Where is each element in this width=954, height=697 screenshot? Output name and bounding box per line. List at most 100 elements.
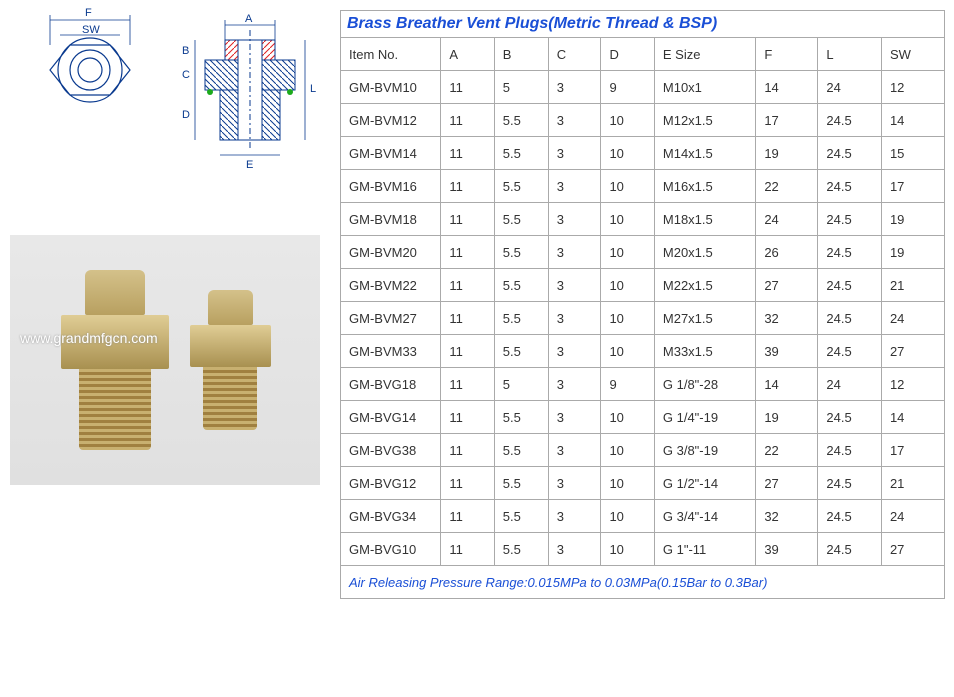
table-cell: M27x1.5 xyxy=(654,302,755,335)
table-cell: 15 xyxy=(881,137,944,170)
table-cell: 24 xyxy=(818,71,882,104)
table-cell: 10 xyxy=(601,533,654,566)
table-cell: 11 xyxy=(441,335,494,368)
table-cell: 11 xyxy=(441,236,494,269)
table-cell: 21 xyxy=(881,467,944,500)
technical-drawing: F SW xyxy=(0,0,330,220)
table-cell: GM-BVM18 xyxy=(341,203,441,236)
table-cell: 11 xyxy=(441,71,494,104)
table-cell: 10 xyxy=(601,335,654,368)
table-cell: 5.5 xyxy=(494,434,548,467)
table-cell: 24.5 xyxy=(818,302,882,335)
table-row: GM-BVM16115.5310M16x1.52224.517 xyxy=(341,170,945,203)
table-cell: GM-BVM27 xyxy=(341,302,441,335)
table-cell: GM-BVM12 xyxy=(341,104,441,137)
table-cell: GM-BVG34 xyxy=(341,500,441,533)
dim-label-D: D xyxy=(182,109,190,121)
right-column: Brass Breather Vent Plugs(Metric Thread … xyxy=(340,10,945,599)
table-row: GM-BVM33115.5310M33x1.53924.527 xyxy=(341,335,945,368)
table-cell: GM-BVG14 xyxy=(341,401,441,434)
table-cell: 5.5 xyxy=(494,467,548,500)
dim-label-E: E xyxy=(246,159,253,171)
table-cell: 19 xyxy=(881,203,944,236)
table-cell: 39 xyxy=(756,335,818,368)
table-row: GM-BVM27115.5310M27x1.53224.524 xyxy=(341,302,945,335)
table-cell: GM-BVM33 xyxy=(341,335,441,368)
table-cell: G 3/8"-19 xyxy=(654,434,755,467)
table-cell: 11 xyxy=(441,500,494,533)
table-row: GM-BVG10115.5310G 1"-113924.527 xyxy=(341,533,945,566)
table-header-cell: E Size xyxy=(654,38,755,71)
table-cell: 24.5 xyxy=(818,104,882,137)
table-cell: 22 xyxy=(756,434,818,467)
table-cell: M10x1 xyxy=(654,71,755,104)
table-cell: 24.5 xyxy=(818,467,882,500)
table-cell: 24.5 xyxy=(818,500,882,533)
table-row: GM-BVG34115.5310G 3/4"-143224.524 xyxy=(341,500,945,533)
table-row: GM-BVM18115.5310M18x1.52424.519 xyxy=(341,203,945,236)
table-cell: 11 xyxy=(441,170,494,203)
table-header-cell: Item No. xyxy=(341,38,441,71)
table-cell: 3 xyxy=(548,368,601,401)
table-title: Brass Breather Vent Plugs(Metric Thread … xyxy=(340,10,945,37)
table-cell: 11 xyxy=(441,434,494,467)
table-cell: 14 xyxy=(756,368,818,401)
table-cell: 3 xyxy=(548,71,601,104)
table-cell: 10 xyxy=(601,500,654,533)
table-cell: 3 xyxy=(548,434,601,467)
table-cell: 10 xyxy=(601,302,654,335)
dim-label-F: F xyxy=(85,7,92,19)
table-cell: 3 xyxy=(548,335,601,368)
table-cell: M20x1.5 xyxy=(654,236,755,269)
plug-illustration-large xyxy=(55,270,175,450)
table-cell: 14 xyxy=(881,104,944,137)
table-row: GM-BVM22115.5310M22x1.52724.521 xyxy=(341,269,945,302)
table-cell: GM-BVM10 xyxy=(341,71,441,104)
table-cell: 22 xyxy=(756,170,818,203)
table-cell: GM-BVM14 xyxy=(341,137,441,170)
table-cell: G 1"-11 xyxy=(654,533,755,566)
table-cell: 11 xyxy=(441,203,494,236)
table-cell: M14x1.5 xyxy=(654,137,755,170)
table-cell: 24 xyxy=(818,368,882,401)
table-body: GM-BVM1011539M10x1142412GM-BVM12115.5310… xyxy=(341,71,945,566)
table-cell: 27 xyxy=(881,335,944,368)
table-cell: 24.5 xyxy=(818,170,882,203)
table-cell: 11 xyxy=(441,467,494,500)
table-header-cell: B xyxy=(494,38,548,71)
table-cell: M33x1.5 xyxy=(654,335,755,368)
table-cell: 24.5 xyxy=(818,203,882,236)
table-cell: 14 xyxy=(881,401,944,434)
table-cell: G 1/8"-28 xyxy=(654,368,755,401)
table-cell: 17 xyxy=(881,170,944,203)
table-cell: 11 xyxy=(441,104,494,137)
table-cell: 19 xyxy=(756,137,818,170)
table-cell: 3 xyxy=(548,500,601,533)
table-cell: 10 xyxy=(601,104,654,137)
left-column: F SW xyxy=(0,0,330,220)
dim-label-SW: SW xyxy=(82,24,100,36)
table-cell: 10 xyxy=(601,467,654,500)
table-cell: 39 xyxy=(756,533,818,566)
table-cell: 3 xyxy=(548,533,601,566)
table-cell: G 1/2"-14 xyxy=(654,467,755,500)
table-cell: 5.5 xyxy=(494,401,548,434)
table-cell: 5 xyxy=(494,71,548,104)
table-header-cell: C xyxy=(548,38,601,71)
table-cell: 24.5 xyxy=(818,137,882,170)
table-cell: 24 xyxy=(881,302,944,335)
dim-label-A: A xyxy=(245,13,253,25)
table-cell: 9 xyxy=(601,71,654,104)
table-cell: 5 xyxy=(494,368,548,401)
table-cell: 5.5 xyxy=(494,170,548,203)
table-cell: 11 xyxy=(441,368,494,401)
table-cell: GM-BVG38 xyxy=(341,434,441,467)
table-cell: 24 xyxy=(881,500,944,533)
table-cell: 19 xyxy=(881,236,944,269)
table-cell: 9 xyxy=(601,368,654,401)
table-cell: 5.5 xyxy=(494,533,548,566)
table-cell: 5.5 xyxy=(494,500,548,533)
table-header-cell: L xyxy=(818,38,882,71)
table-cell: 24.5 xyxy=(818,236,882,269)
table-cell: 3 xyxy=(548,104,601,137)
